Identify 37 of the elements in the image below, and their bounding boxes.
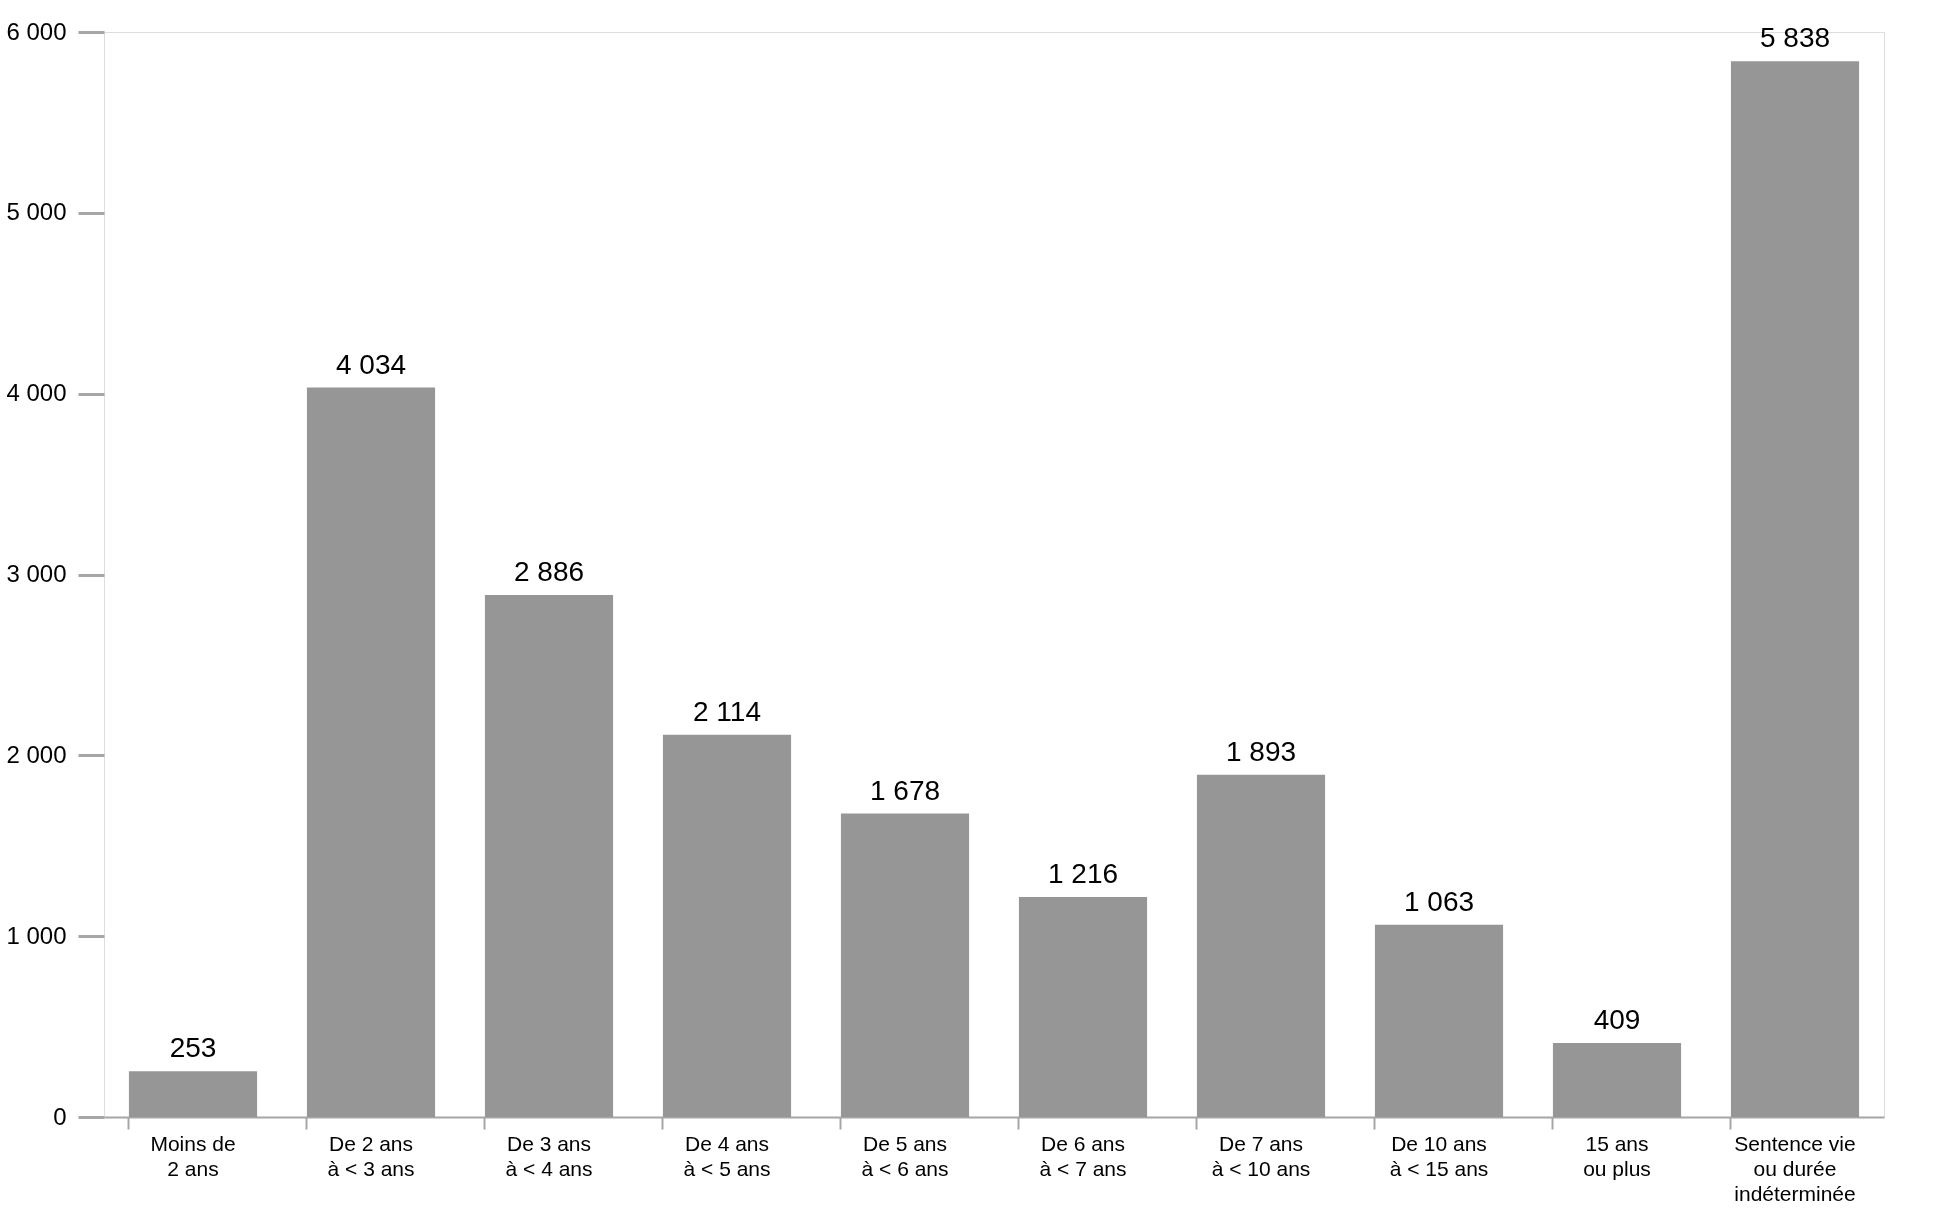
y-tick-label: 0 xyxy=(53,1102,67,1130)
x-tick-label: 15 ans ou plus xyxy=(1583,1131,1651,1180)
bar xyxy=(128,1071,258,1117)
bar xyxy=(484,595,614,1117)
data-label: 5 838 xyxy=(1759,22,1831,54)
data-label: 1 893 xyxy=(1225,735,1297,767)
bar xyxy=(662,734,792,1117)
bar xyxy=(1374,924,1504,1117)
x-tick-label: Moins de 2 ans xyxy=(150,1131,236,1180)
x-tick-label: De 6 ans à < 7 ans xyxy=(1039,1131,1127,1180)
bar xyxy=(1196,774,1326,1117)
x-tick-label: De 4 ans à < 5 ans xyxy=(683,1131,771,1180)
bar xyxy=(1018,897,1148,1117)
x-tick-label: De 10 ans à < 15 ans xyxy=(1389,1131,1489,1180)
x-tick-label: De 7 ans à < 10 ans xyxy=(1211,1131,1311,1180)
y-tick-label: 1 000 xyxy=(6,921,67,949)
data-label: 2 886 xyxy=(513,556,585,588)
x-tick-label: De 2 ans à < 3 ans xyxy=(327,1131,415,1180)
x-tick-label: Sentence vie ou durée indéterminée xyxy=(1734,1131,1856,1205)
bar xyxy=(1730,61,1860,1117)
data-label: 1 678 xyxy=(869,774,941,806)
y-tick-label: 2 000 xyxy=(6,740,67,768)
y-tick-label: 3 000 xyxy=(6,560,67,587)
y-tick-label: 5 000 xyxy=(6,198,67,226)
y-tick-label: 4 000 xyxy=(6,379,67,407)
y-tick-label: 6 000 xyxy=(6,17,67,45)
data-label: 1 216 xyxy=(1047,858,1119,890)
data-label: 2 114 xyxy=(693,695,761,727)
bar xyxy=(1552,1043,1682,1117)
data-label: 4 034 xyxy=(335,348,407,380)
data-label: 253 xyxy=(169,1032,217,1064)
bar xyxy=(306,387,436,1117)
data-label: 409 xyxy=(1593,1004,1641,1036)
data-label: 1 063 xyxy=(1403,885,1475,917)
x-tick-label: De 5 ans à < 6 ans xyxy=(861,1131,949,1180)
x-tick-label: De 3 ans à < 4 ans xyxy=(505,1131,593,1180)
bar xyxy=(840,813,970,1117)
